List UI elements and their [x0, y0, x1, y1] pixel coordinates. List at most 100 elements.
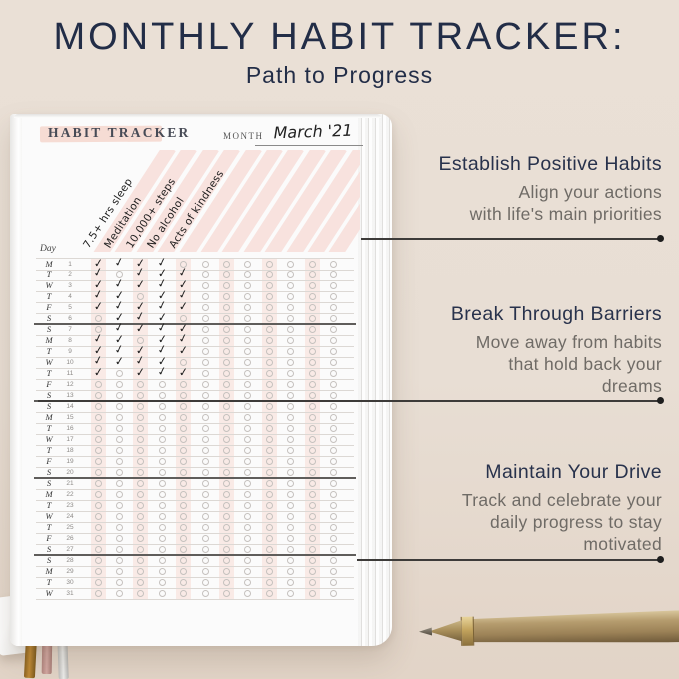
habit-cell-circle [137, 546, 145, 553]
tracker-row: T 30 [36, 577, 354, 589]
habit-cell-circle [308, 590, 316, 597]
tracker-row: S 28 [36, 555, 354, 567]
day-number: 9 [68, 348, 72, 355]
habit-cell-circle [180, 535, 188, 542]
habit-cell-circle [244, 282, 252, 289]
habit-cell-circle [115, 513, 123, 520]
day-number: 21 [66, 480, 74, 487]
habit-cell-circle [158, 436, 166, 443]
annotation-line: motivated [583, 534, 662, 555]
habit-cell-circle [329, 557, 337, 564]
habit-cell-circle [308, 469, 316, 476]
habit-cell-circle [329, 348, 337, 355]
habit-cell-check: ✓ [92, 364, 104, 380]
connector-line-2 [38, 397, 664, 405]
habit-cell-circle [180, 579, 188, 586]
day-letter: S [46, 313, 52, 323]
habit-cell-circle [137, 381, 145, 388]
habit-cell-circle [222, 491, 230, 498]
habit-cell-circle [265, 414, 273, 421]
day-number: 11 [66, 370, 74, 377]
tracker-row: S 14 [36, 401, 354, 413]
habit-cell-circle [287, 480, 295, 487]
habit-cell-circle [287, 337, 295, 344]
habit-cell-circle [180, 513, 188, 520]
habit-cell-circle [329, 447, 337, 454]
habit-cell-circle [308, 568, 316, 575]
habit-cell-circle [180, 315, 188, 322]
habit-cell-circle [308, 293, 316, 300]
connector-line-3 [357, 556, 664, 564]
habit-cell-circle [94, 315, 102, 322]
day-letter: S [46, 401, 52, 411]
day-column-header: Day [40, 244, 56, 254]
day-number: 23 [66, 502, 74, 509]
habit-cell-circle [201, 447, 209, 454]
annotation-line: with life's main priorities [469, 204, 662, 225]
habit-cell-circle [222, 392, 230, 399]
day-number: 30 [66, 579, 74, 586]
habit-cell-circle [115, 480, 123, 487]
day-letter: M [45, 259, 53, 269]
habit-cell-circle [308, 315, 316, 322]
habit-cell-circle [115, 557, 123, 564]
habit-cell-circle [201, 282, 209, 289]
habit-cell-circle [265, 469, 273, 476]
habit-cell-circle [94, 425, 102, 432]
habit-cell-circle [222, 557, 230, 564]
habit-cell-circle [180, 414, 188, 421]
habit-cell-circle [265, 348, 273, 355]
day-number: 26 [66, 535, 74, 542]
habit-cell-circle [329, 480, 337, 487]
habit-cell-circle [180, 425, 188, 432]
habit-cell-circle [158, 513, 166, 520]
month-label: MONTH [223, 131, 264, 141]
habit-cell-circle [201, 491, 209, 498]
annotation-line: Track and celebrate your [461, 490, 662, 510]
habit-cell-circle [137, 403, 145, 410]
day-number: 22 [66, 491, 74, 498]
habit-cell-circle [158, 414, 166, 421]
annotation-line: Align your actions [518, 182, 662, 202]
habit-cell-circle [115, 491, 123, 498]
day-letter: W [45, 357, 53, 367]
habit-cell-circle [201, 513, 209, 520]
habit-cell-circle [158, 524, 166, 531]
habit-cell-circle [222, 513, 230, 520]
habit-cell-check: ✓ [135, 320, 147, 336]
habit-cell-check: ✓ [155, 363, 169, 379]
habit-cell-circle [180, 447, 188, 454]
habit-cell-circle [308, 403, 316, 410]
month-value: March '21 [273, 120, 353, 143]
habit-cell-circle [94, 491, 102, 498]
habit-cell-circle [222, 447, 230, 454]
habit-cell-circle [287, 546, 295, 553]
annotation-line: daily progress to stay [490, 512, 662, 533]
habit-cell-circle [180, 458, 188, 465]
tracker-row: W 10 ✓ ✓ ✓ ✓ [36, 352, 354, 369]
habit-cell-circle [201, 546, 209, 553]
habit-cell-circle [94, 590, 102, 597]
habit-cell-circle [265, 425, 273, 432]
habit-cell-circle [244, 403, 252, 410]
habit-cell-circle [244, 271, 252, 278]
habit-cell-circle [137, 458, 145, 465]
habit-cell-circle [244, 436, 252, 443]
habit-cell-circle [94, 414, 102, 421]
habit-cell-circle [265, 491, 273, 498]
habit-cell-circle [329, 491, 337, 498]
habit-cell-circle [287, 304, 295, 311]
habit-cell-circle [94, 502, 102, 509]
habit-cell-circle [244, 458, 252, 465]
tracker-row: M 8 ✓ ✓ ✓ ✓ [36, 330, 354, 347]
annotation-heading: Maintain Your Drive [485, 461, 662, 483]
day-number: 6 [68, 315, 72, 322]
day-letter: S [46, 555, 52, 565]
annotation-block-3: Maintain Your Drive Track and celebrate … [352, 461, 662, 555]
habit-cell-circle [308, 326, 316, 333]
habit-cell-circle [137, 535, 145, 542]
habit-cell-circle [308, 425, 316, 432]
habit-cell-circle [137, 436, 145, 443]
day-letter: S [46, 467, 52, 477]
habit-cell-circle [287, 513, 295, 520]
